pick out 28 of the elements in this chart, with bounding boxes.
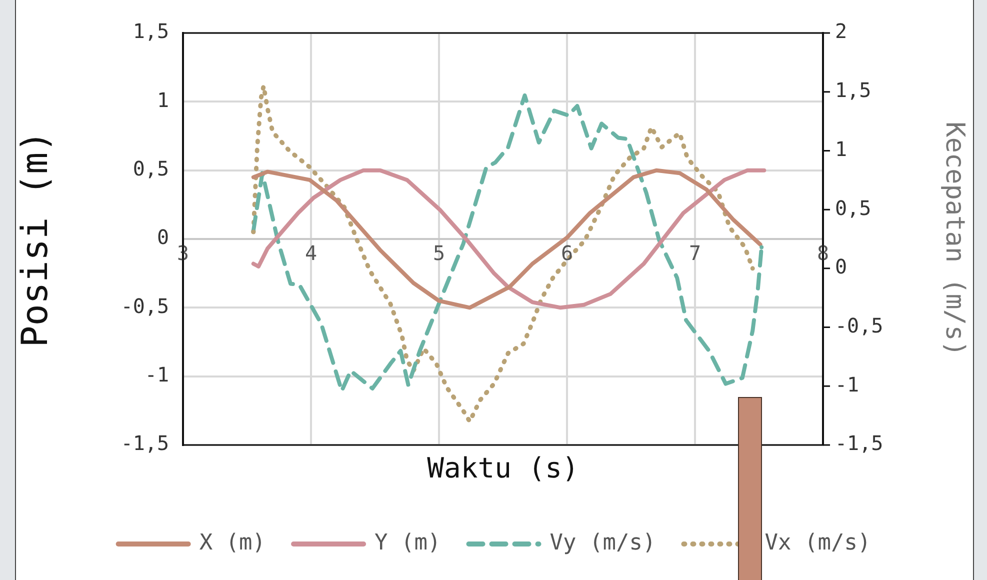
legend-label: Vy (m/s) bbox=[550, 530, 656, 556]
y2-tick-label: -1,5 bbox=[835, 431, 884, 456]
y-tick-label: 1 bbox=[156, 88, 169, 112]
y2-axis-title: Kecepatan (m/s) bbox=[940, 122, 970, 356]
x-tick-label: 4 bbox=[304, 241, 318, 266]
legend-label: Y (m) bbox=[374, 530, 441, 556]
y-tick-label: -1 bbox=[144, 362, 169, 387]
legend-label: X (m) bbox=[199, 530, 266, 556]
x-tick-label: 7 bbox=[688, 241, 702, 266]
x-tick-label: 5 bbox=[432, 241, 446, 266]
y2-tick-label: -1 bbox=[835, 372, 860, 396]
x-axis-title: Waktu (s) bbox=[427, 451, 579, 484]
y-tick-label: 1,5 bbox=[132, 19, 169, 44]
legend-label: Vx (m/s) bbox=[764, 530, 871, 556]
y2-tick-label: 0 bbox=[835, 254, 848, 279]
y2-tick-label: 2 bbox=[835, 19, 848, 44]
y-axis-title: Posisi (m) bbox=[14, 130, 56, 348]
y2-tick-label: 1 bbox=[835, 136, 848, 161]
y2-tick-label: 1,5 bbox=[835, 78, 872, 102]
y-tick-label: 0,5 bbox=[132, 156, 169, 181]
point bbox=[760, 245, 764, 250]
y2-tick-label: 0,5 bbox=[835, 196, 872, 220]
y-tick-label: 0 bbox=[156, 225, 169, 250]
point bbox=[750, 266, 755, 271]
x-tick-label: 6 bbox=[560, 241, 574, 266]
y2-tick-label: -0,5 bbox=[835, 313, 884, 338]
y-tick-label: -1,5 bbox=[120, 431, 169, 456]
y-tick-label: -0,5 bbox=[120, 294, 169, 318]
